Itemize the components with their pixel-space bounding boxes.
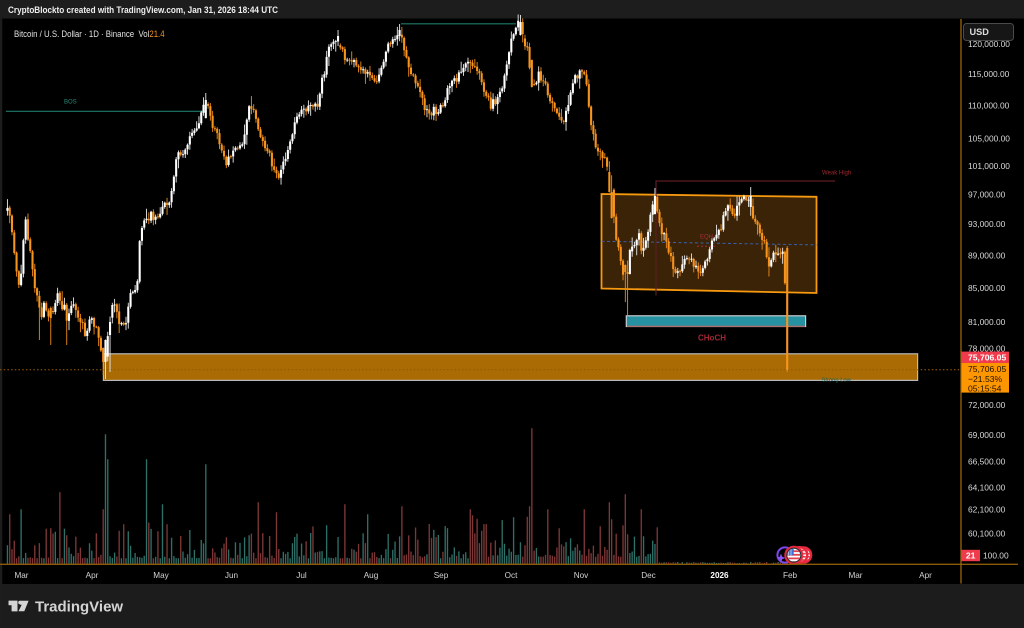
svg-text:64,100.00: 64,100.00 xyxy=(968,482,1006,492)
svg-text:60,100.00: 60,100.00 xyxy=(968,528,1006,538)
svg-text:May: May xyxy=(153,571,169,580)
svg-text:100.00: 100.00 xyxy=(983,551,1009,561)
svg-text:85,000.00: 85,000.00 xyxy=(968,283,1006,293)
svg-text:101,000.00: 101,000.00 xyxy=(968,161,1010,171)
svg-text:Weak High: Weak High xyxy=(822,171,851,177)
svg-text:115,000.00: 115,000.00 xyxy=(968,69,1010,79)
svg-text:97,000.00: 97,000.00 xyxy=(968,189,1006,199)
svg-text:Dec: Dec xyxy=(641,571,656,580)
svg-text:72,000.00: 72,000.00 xyxy=(968,400,1006,410)
svg-text:120,000.00: 120,000.00 xyxy=(968,39,1010,49)
svg-text:21: 21 xyxy=(966,551,976,561)
svg-text:2026: 2026 xyxy=(710,571,729,580)
svg-text:Aug: Aug xyxy=(364,571,379,580)
svg-text:−21.53%: −21.53% xyxy=(968,374,1003,384)
svg-text:Strong Low: Strong Low xyxy=(822,377,852,383)
svg-text:Nov: Nov xyxy=(574,571,589,580)
svg-text:75,706.05: 75,706.05 xyxy=(968,352,1006,362)
svg-text:USD: USD xyxy=(970,27,990,37)
svg-text:78,000.00: 78,000.00 xyxy=(968,344,1006,354)
svg-text:62,100.00: 62,100.00 xyxy=(968,505,1006,515)
svg-text:93,000.00: 93,000.00 xyxy=(968,219,1006,229)
svg-text:Sep: Sep xyxy=(434,571,449,580)
svg-text:69,000.00: 69,000.00 xyxy=(968,430,1006,440)
svg-text:Apr: Apr xyxy=(86,571,99,580)
svg-text:TradingView: TradingView xyxy=(35,599,123,616)
svg-text:05:15:54: 05:15:54 xyxy=(968,383,1002,393)
svg-text:75,706.05: 75,706.05 xyxy=(968,364,1006,374)
svg-text:BOS: BOS xyxy=(64,100,77,106)
svg-text:89,000.00: 89,000.00 xyxy=(968,250,1006,260)
svg-text:Mar: Mar xyxy=(14,571,28,580)
svg-text:105,000.00: 105,000.00 xyxy=(968,133,1010,143)
svg-text:66,500.00: 66,500.00 xyxy=(968,456,1006,466)
svg-text:Apr: Apr xyxy=(919,571,932,580)
svg-text:CHoCH: CHoCH xyxy=(698,334,726,343)
svg-text:Jun: Jun xyxy=(225,571,239,580)
svg-text:110,000.00: 110,000.00 xyxy=(968,101,1010,111)
svg-text:Mar: Mar xyxy=(848,571,862,580)
svg-text:81,000.00: 81,000.00 xyxy=(968,317,1006,327)
svg-text:Oct: Oct xyxy=(505,571,518,580)
svg-text:EQH: EQH xyxy=(700,235,713,241)
svg-text:Feb: Feb xyxy=(783,571,798,580)
svg-text:Jul: Jul xyxy=(296,571,307,580)
